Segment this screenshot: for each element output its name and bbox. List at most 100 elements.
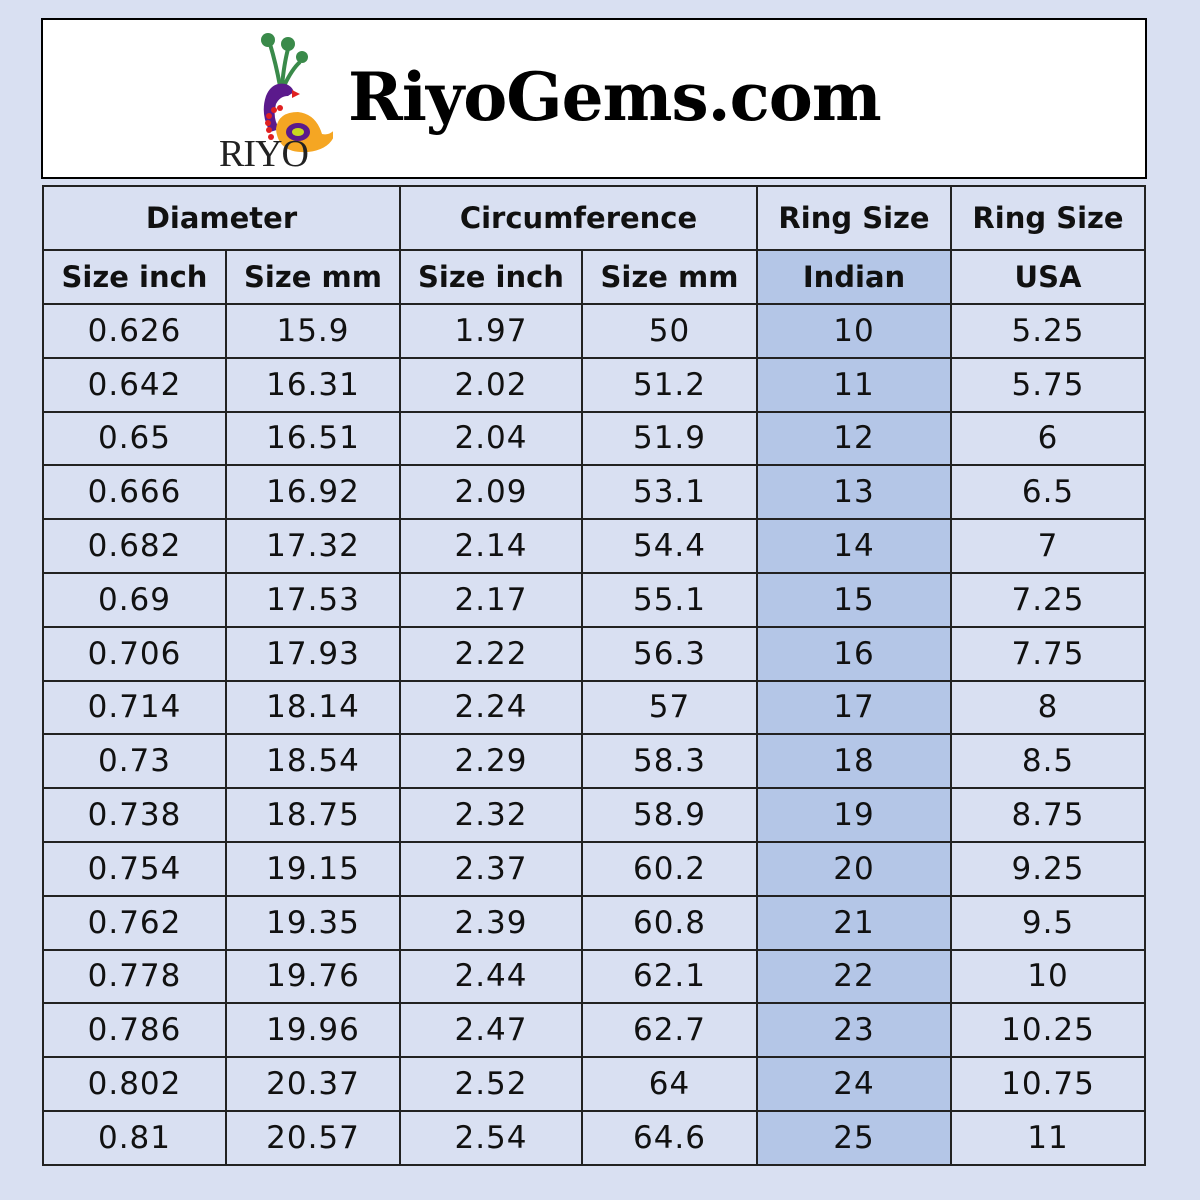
cell-usa-size: 11	[950, 1109, 1146, 1166]
cell-circumference-inch: 1.97	[399, 303, 583, 359]
table-row: 0.786 19.96 2.47 62.7 23 10.25	[42, 1002, 1146, 1059]
table-row: 0.666 16.92 2.09 53.1 13 6.5	[42, 464, 1146, 521]
cell-diameter-inch: 0.642	[42, 356, 227, 413]
cell-diameter-inch: 0.762	[42, 894, 227, 951]
table-row: 0.69 17.53 2.17 55.1 15 7.25	[42, 571, 1146, 628]
cell-circumference-inch: 2.09	[399, 464, 583, 521]
cell-diameter-inch: 0.81	[42, 1109, 227, 1166]
header-circumference: Circumference	[399, 185, 758, 251]
cell-circumference-mm: 56.3	[581, 625, 758, 682]
table-row: 0.802 20.37 2.52 64 24 10.75	[42, 1056, 1146, 1112]
cell-indian-size: 17	[756, 679, 952, 736]
cell-indian-size: 11	[756, 356, 952, 413]
cell-circumference-mm: 64.6	[581, 1109, 758, 1166]
table-row: 0.682 17.32 2.14 54.4 14 7	[42, 518, 1146, 574]
cell-usa-size: 6.5	[950, 464, 1146, 521]
site-title: RiyoGems.com	[348, 58, 882, 136]
cell-indian-size: 21	[756, 894, 952, 951]
cell-circumference-inch: 2.24	[399, 679, 583, 736]
cell-indian-size: 16	[756, 625, 952, 682]
cell-usa-size: 7.75	[950, 625, 1146, 682]
cell-circumference-mm: 60.8	[581, 894, 758, 951]
cell-circumference-mm: 51.9	[581, 410, 758, 467]
table-row: 0.714 18.14 2.24 57 17 8	[42, 679, 1146, 736]
cell-usa-size: 8	[950, 679, 1146, 736]
cell-usa-size: 9.5	[950, 894, 1146, 951]
cell-circumference-mm: 60.2	[581, 840, 758, 897]
brand-banner: RIYO RiyoGems.com	[41, 18, 1147, 179]
cell-indian-size: 22	[756, 948, 952, 1005]
cell-circumference-mm: 64	[581, 1056, 758, 1112]
subheader-diameter-inch: Size inch	[42, 249, 227, 305]
cell-diameter-mm: 16.31	[225, 356, 401, 413]
table-row: 0.81 20.57 2.54 64.6 25 11	[42, 1109, 1146, 1166]
cell-usa-size: 8.5	[950, 733, 1146, 790]
table-row: 0.754 19.15 2.37 60.2 20 9.25	[42, 840, 1146, 897]
cell-circumference-mm: 53.1	[581, 464, 758, 521]
cell-indian-size: 20	[756, 840, 952, 897]
cell-diameter-mm: 16.92	[225, 464, 401, 521]
table-row: 0.706 17.93 2.22 56.3 16 7.75	[42, 625, 1146, 682]
table-row: 0.642 16.31 2.02 51.2 11 5.75	[42, 356, 1146, 413]
cell-usa-size: 5.25	[950, 303, 1146, 359]
cell-circumference-mm: 50	[581, 303, 758, 359]
header-diameter: Diameter	[42, 185, 401, 251]
cell-diameter-inch: 0.682	[42, 518, 227, 574]
logo-text: RIYO	[219, 133, 309, 175]
cell-diameter-inch: 0.73	[42, 733, 227, 790]
subheader-circumference-inch: Size inch	[399, 249, 583, 305]
cell-circumference-inch: 2.17	[399, 571, 583, 628]
cell-indian-size: 13	[756, 464, 952, 521]
cell-circumference-inch: 2.04	[399, 410, 583, 467]
cell-indian-size: 14	[756, 518, 952, 574]
subheader-usa: USA	[950, 249, 1146, 305]
cell-usa-size: 10.75	[950, 1056, 1146, 1112]
cell-usa-size: 7.25	[950, 571, 1146, 628]
table-row: 0.738 18.75 2.32 58.9 19 8.75	[42, 787, 1146, 843]
header-ring-size-usa: Ring Size	[950, 185, 1146, 251]
cell-circumference-inch: 2.37	[399, 840, 583, 897]
cell-circumference-inch: 2.14	[399, 518, 583, 574]
cell-diameter-mm: 20.37	[225, 1056, 401, 1112]
cell-circumference-inch: 2.39	[399, 894, 583, 951]
cell-diameter-mm: 18.54	[225, 733, 401, 790]
cell-diameter-mm: 17.93	[225, 625, 401, 682]
cell-indian-size: 23	[756, 1002, 952, 1059]
header-ring-size-indian: Ring Size	[756, 185, 952, 251]
table-row: 0.778 19.76 2.44 62.1 22 10	[42, 948, 1146, 1005]
cell-indian-size: 15	[756, 571, 952, 628]
cell-diameter-inch: 0.666	[42, 464, 227, 521]
cell-indian-size: 12	[756, 410, 952, 467]
table-row: 0.73 18.54 2.29 58.3 18 8.5	[42, 733, 1146, 790]
cell-circumference-inch: 2.22	[399, 625, 583, 682]
cell-circumference-inch: 2.44	[399, 948, 583, 1005]
cell-diameter-mm: 18.14	[225, 679, 401, 736]
cell-diameter-inch: 0.786	[42, 1002, 227, 1059]
table-row: 0.626 15.9 1.97 50 10 5.25	[42, 303, 1146, 359]
cell-indian-size: 19	[756, 787, 952, 843]
cell-diameter-mm: 16.51	[225, 410, 401, 467]
cell-diameter-mm: 18.75	[225, 787, 401, 843]
cell-diameter-inch: 0.802	[42, 1056, 227, 1112]
cell-diameter-mm: 17.53	[225, 571, 401, 628]
cell-diameter-inch: 0.69	[42, 571, 227, 628]
cell-circumference-mm: 57	[581, 679, 758, 736]
cell-circumference-mm: 62.1	[581, 948, 758, 1005]
cell-indian-size: 10	[756, 303, 952, 359]
cell-usa-size: 6	[950, 410, 1146, 467]
cell-diameter-mm: 19.76	[225, 948, 401, 1005]
cell-diameter-inch: 0.738	[42, 787, 227, 843]
cell-circumference-inch: 2.32	[399, 787, 583, 843]
cell-circumference-mm: 58.3	[581, 733, 758, 790]
cell-usa-size: 10.25	[950, 1002, 1146, 1059]
cell-indian-size: 24	[756, 1056, 952, 1112]
cell-circumference-inch: 2.29	[399, 733, 583, 790]
cell-diameter-inch: 0.714	[42, 679, 227, 736]
peacock-logo-icon	[261, 33, 333, 153]
cell-diameter-inch: 0.706	[42, 625, 227, 682]
cell-diameter-inch: 0.754	[42, 840, 227, 897]
table-row: 0.65 16.51 2.04 51.9 12 6	[42, 410, 1146, 467]
cell-circumference-inch: 2.47	[399, 1002, 583, 1059]
cell-diameter-mm: 20.57	[225, 1109, 401, 1166]
cell-usa-size: 5.75	[950, 356, 1146, 413]
